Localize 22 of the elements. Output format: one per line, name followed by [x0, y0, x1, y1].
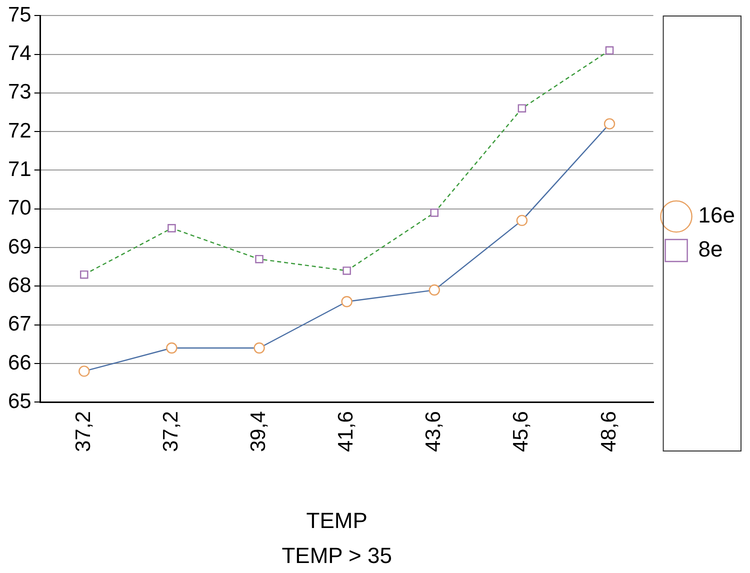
y-tick-label: 68	[8, 274, 32, 297]
y-tick-label: 75	[8, 3, 32, 26]
y-tick-label: 69	[8, 235, 32, 258]
text: TEMP > 35	[282, 543, 392, 568]
legend-label: 16e	[698, 202, 736, 228]
x-tick-label: 48,6	[597, 411, 620, 452]
x-tick-label: 37,2	[72, 411, 95, 452]
x-tick-label: 37,2	[160, 411, 182, 452]
y-tick-label: 70	[8, 196, 32, 220]
y-tick-label: 74	[8, 42, 32, 66]
x-tick-label: 43,6	[422, 411, 446, 452]
y-tick-label: 73	[8, 80, 32, 104]
y-tick-label: 67	[8, 312, 32, 336]
x-tick-label: 45,6	[510, 411, 533, 452]
y-tick-label: 72	[8, 119, 32, 142]
x-tick-label: 39,4	[247, 410, 270, 452]
y-tick-label: 66	[8, 351, 32, 374]
y-tick-label: 65	[8, 390, 32, 413]
legend-label: 8e	[698, 236, 723, 262]
x-axis-title: TEMP	[306, 508, 368, 534]
x-tick-label: 41,6	[334, 411, 358, 452]
y-tick-label: 71	[8, 158, 32, 182]
